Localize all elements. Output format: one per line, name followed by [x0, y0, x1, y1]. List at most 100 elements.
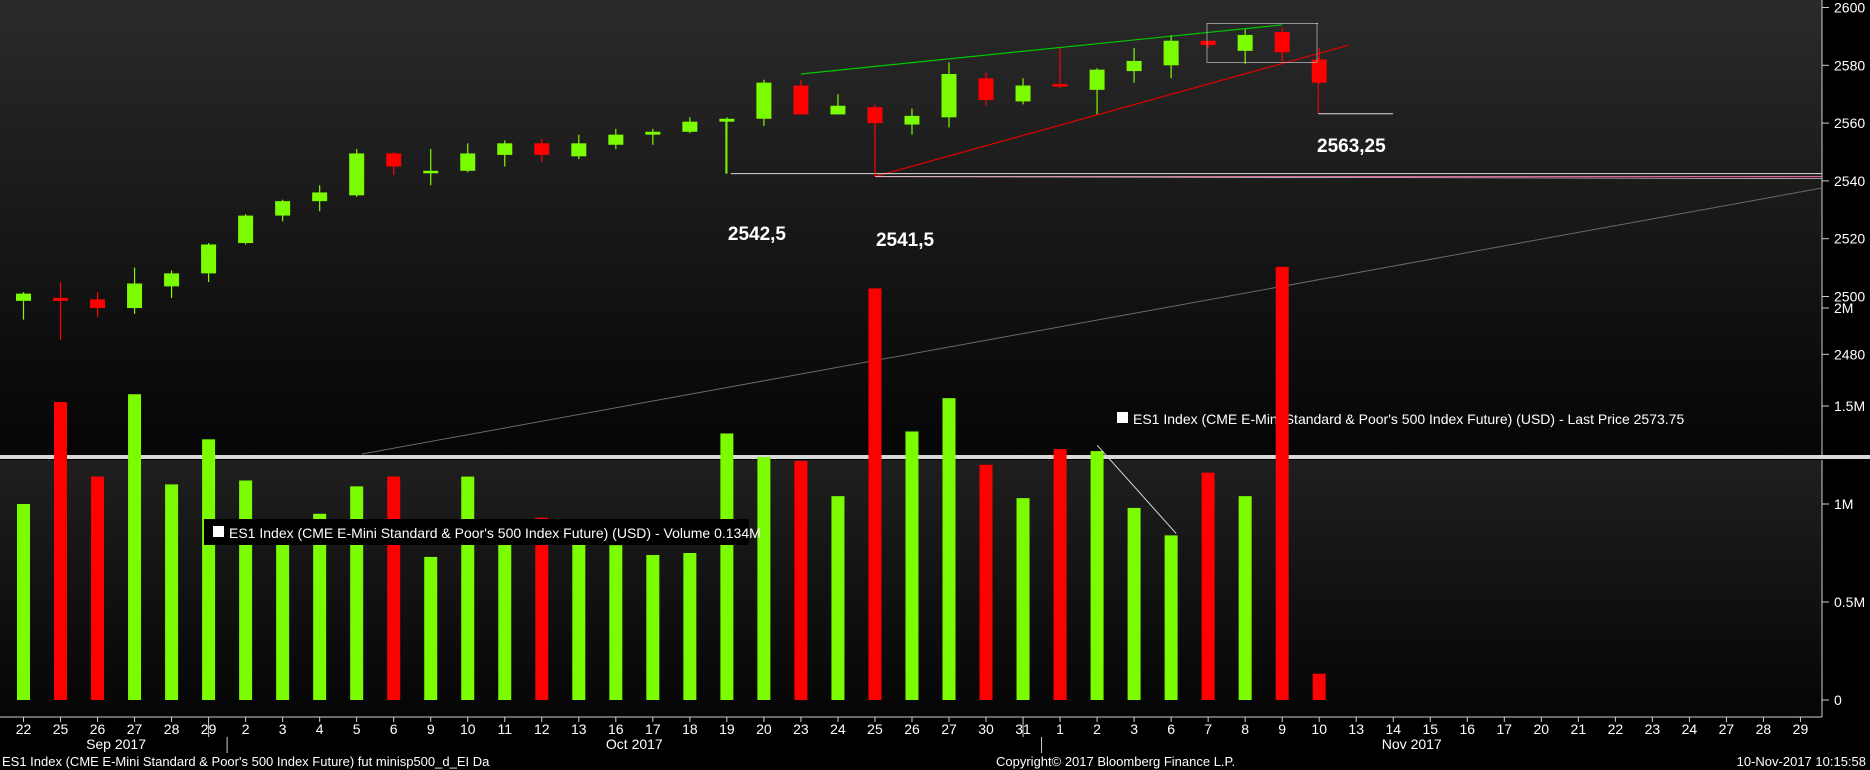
volume-bar	[1127, 507, 1141, 700]
volume-bar	[535, 517, 549, 700]
candle-body	[201, 244, 217, 274]
x-tick-label: 21	[1571, 721, 1587, 737]
volume-bar	[165, 484, 179, 700]
volume-bar	[498, 541, 512, 700]
footer-center: Copyright© 2017 Bloomberg Finance L.P.	[996, 754, 1235, 769]
price-y-tick-label: 2520	[1834, 231, 1865, 247]
volume-bar	[572, 521, 586, 700]
x-tick-label: 13	[571, 721, 587, 737]
volume-bar	[1164, 535, 1178, 700]
volume-y-tick-label: 2M	[1834, 300, 1853, 316]
candle-body	[1274, 32, 1290, 53]
volume-y-tick-label: 1M	[1834, 496, 1853, 512]
candle-body	[1052, 84, 1068, 87]
candle-body	[830, 105, 846, 115]
price-y-tick-label: 2480	[1834, 346, 1865, 362]
volume-bar	[1312, 673, 1326, 700]
price-legend: ES1 Index (CME E-Mini Standard & Poor's …	[1133, 411, 1684, 427]
x-tick-label: 2	[242, 721, 250, 737]
price-y-tick-label: 2500	[1834, 289, 1865, 305]
x-tick-label: 27	[941, 721, 957, 737]
x-tick-label: 23	[793, 721, 809, 737]
x-tick-label: 20	[1534, 721, 1550, 737]
long-trendline	[361, 187, 1823, 455]
footer-right: 10-Nov-2017 10:15:58	[1737, 754, 1866, 769]
x-tick-label: 17	[645, 721, 661, 737]
x-tick-label: 7	[1204, 721, 1212, 737]
x-tick-label: 16	[608, 721, 624, 737]
volume-y-tick-label: 1.5M	[1834, 398, 1865, 414]
volume-bar	[979, 464, 993, 700]
volume-bar	[91, 476, 105, 700]
volume-bar	[609, 545, 623, 700]
legend-swatch	[213, 526, 224, 537]
candle-body	[756, 82, 772, 119]
volume-bar	[1016, 498, 1030, 700]
level-label: 2541,5	[876, 230, 935, 251]
candle-body	[719, 118, 735, 122]
volume-y-tick-label: 0.5M	[1834, 594, 1865, 610]
candle-body	[682, 121, 698, 132]
candle-body	[1126, 60, 1142, 72]
volume-bar	[202, 439, 216, 700]
x-tick-label: 22	[16, 721, 32, 737]
x-tick-label: 4	[316, 721, 324, 737]
candle-body	[904, 115, 920, 125]
month-label: Sep 2017	[86, 736, 146, 752]
x-tick-label: 8	[1241, 721, 1249, 737]
x-tick-label: 9	[427, 721, 435, 737]
candle-body	[978, 78, 994, 100]
candle-body	[275, 201, 291, 216]
volume-bar	[720, 433, 734, 700]
x-tick-label: 24	[830, 721, 846, 737]
upper-trendline	[800, 24, 1283, 75]
volume-bar	[1275, 266, 1289, 700]
volume-legend-box	[204, 519, 749, 545]
x-tick-label: 13	[1348, 721, 1364, 737]
x-tick-label: 12	[534, 721, 550, 737]
x-tick-label: 26	[90, 721, 106, 737]
price-y-tick-label: 2580	[1834, 57, 1865, 73]
range-box	[1206, 22, 1318, 63]
volume-bar	[424, 556, 438, 700]
x-tick-label: 16	[1459, 721, 1475, 737]
x-tick-label: 27	[1719, 721, 1735, 737]
volume-bar	[683, 553, 697, 700]
volume-panel: ES1 Index (CME E-Mini Standard & Poor's …	[17, 266, 1326, 700]
x-tick-label: 29	[1793, 721, 1809, 737]
candle-body	[1311, 59, 1327, 83]
candle-body	[16, 293, 31, 301]
x-tick-label: 26	[904, 721, 920, 737]
x-tick-label: 24	[1682, 721, 1698, 737]
level-label: 2542,5	[728, 224, 787, 245]
x-tick-label: 30	[978, 721, 994, 737]
volume-bar	[1238, 496, 1252, 700]
candle-body	[349, 153, 365, 196]
candle-body	[793, 85, 809, 115]
volume-bar	[1053, 449, 1067, 700]
volume-bar	[831, 496, 845, 700]
candle-body	[460, 153, 476, 171]
volume-bar	[17, 504, 30, 700]
month-label: Oct 2017	[606, 736, 663, 752]
price-panel: 2542,5 2541,5 2563,25 ES1 Index (CME E-Mini…	[16, 22, 1823, 427]
panel-divider	[0, 455, 1870, 459]
x-tick-label: 10	[1311, 721, 1327, 737]
candle-body	[941, 73, 957, 118]
candle-body	[164, 273, 180, 287]
price-y-tick-label: 2600	[1834, 0, 1865, 16]
x-tick-label: 19	[719, 721, 735, 737]
candle-body	[645, 131, 661, 135]
candle-body	[1237, 34, 1253, 51]
volume-y-tick-label: 0	[1834, 692, 1842, 708]
x-tick-label: 3	[279, 721, 287, 737]
volume-bar	[461, 476, 475, 700]
candle-body	[386, 153, 402, 167]
candle-body	[312, 192, 328, 202]
volume-legend: ES1 Index (CME E-Mini Standard & Poor's …	[229, 525, 761, 541]
volume-bar	[313, 513, 327, 700]
candle-body	[53, 297, 69, 301]
x-tick-label: 20	[756, 721, 772, 737]
